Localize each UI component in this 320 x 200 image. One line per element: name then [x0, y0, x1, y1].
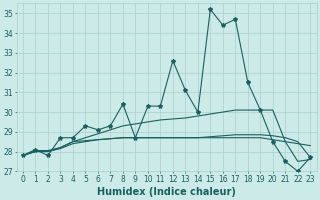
X-axis label: Humidex (Indice chaleur): Humidex (Indice chaleur): [97, 187, 236, 197]
